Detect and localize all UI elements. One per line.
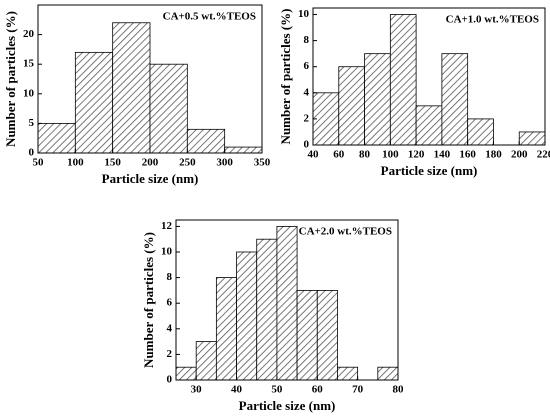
x-tick-label: 50 [271,384,283,396]
x-tick-label: 70 [352,384,364,396]
bar [236,251,258,381]
x-tick-label: 40 [308,149,320,161]
x-tick-label: 120 [408,149,425,161]
y-tick-label: 6 [167,297,173,309]
bar [389,14,417,146]
x-tick-label: 200 [511,149,528,161]
x-tick-label: 350 [254,157,271,169]
bar [224,146,263,154]
bar [175,366,197,381]
y-tick-label: 2 [167,348,173,360]
y-tick-label: 0 [304,139,310,151]
y-tick-label: 20 [23,28,35,40]
bar [112,22,151,154]
x-tick-label: 60 [333,149,345,161]
x-tick-label: 100 [67,157,84,169]
bar [364,53,391,146]
bar [518,131,546,146]
x-tick-label: 200 [142,157,159,169]
x-tick-label: 80 [359,149,371,161]
chart-title: CA+1.0 wt.%TEOS [446,14,539,26]
y-tick-label: 8 [167,271,173,283]
bar [415,105,443,146]
bar [296,289,318,381]
y-tick-label: 4 [304,86,310,98]
x-tick-label: 150 [104,157,121,169]
y-tick-label: 12 [161,220,173,232]
x-tick-label: 30 [191,384,203,396]
plot-frame [175,219,399,381]
x-tick-label: 250 [179,157,196,169]
x-tick-label: 50 [33,157,45,169]
x-axis-label: Particle size (nm) [381,163,478,178]
x-tick-label: 40 [231,384,243,396]
bar [312,92,340,146]
bar [149,63,188,154]
y-axis-label: Number of particles (%) [3,11,18,147]
x-tick-label: 300 [216,157,233,169]
y-tick-label: 4 [167,322,173,334]
x-tick-label: 160 [459,149,476,161]
bar [441,53,469,146]
y-tick-label: 0 [29,147,35,159]
x-tick-label: 100 [382,149,399,161]
bar [338,66,365,146]
y-axis-label: Number of particles (%) [141,232,156,368]
x-tick-label: 60 [312,384,324,396]
bar [215,277,237,381]
bar [74,51,114,154]
y-tick-label: 5 [29,117,35,129]
x-tick-label: 220 [537,149,550,161]
plot-frame [312,7,546,146]
bar [186,128,226,154]
x-axis-label: Particle size (nm) [102,171,199,186]
x-axis-label: Particle size (nm) [239,398,336,413]
y-tick-label: 8 [304,34,310,46]
x-tick-label: 180 [485,149,502,161]
bar [195,341,217,381]
x-tick-label: 80 [393,384,405,396]
y-tick-label: 2 [304,112,310,124]
chart-title: CA+2.0 wt.%TEOS [299,226,392,238]
bar [256,238,278,381]
bar [37,123,76,154]
bar [276,225,298,381]
bar [467,118,494,146]
y-tick-label: 15 [23,58,35,70]
y-tick-label: 10 [161,246,173,258]
y-axis-label: Number of particles (%) [278,9,293,145]
x-tick-label: 140 [434,149,451,161]
bar [337,366,359,381]
bar [316,289,338,381]
y-tick-label: 6 [304,60,310,72]
y-tick-label: 0 [167,374,173,386]
y-tick-label: 10 [23,87,35,99]
chart-title: CA+0.5 wt.%TEOS [163,11,256,23]
y-tick-label: 10 [298,8,310,20]
bar [377,366,399,381]
